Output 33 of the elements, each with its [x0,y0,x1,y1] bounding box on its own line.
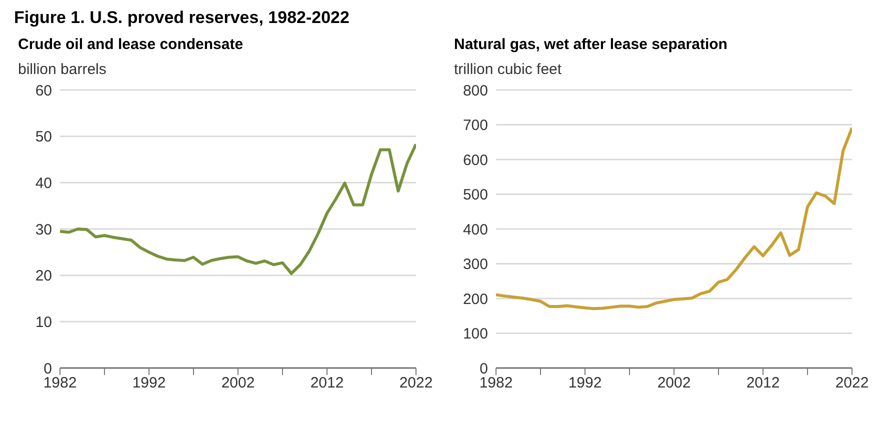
x-tick-label: 2002 [657,374,691,392]
y-axis-title: trillion cubic feet [454,61,563,78]
y-tick-label: 600 [462,152,488,169]
x-tick-label: 2002 [221,374,255,392]
chart-subtitle: Crude oil and lease condensate [18,36,244,53]
y-tick-label: 700 [462,117,488,134]
y-tick-label: 30 [35,221,52,238]
y-tick-label: 60 [35,82,52,100]
y-tick-label: 300 [462,256,488,274]
y-tick-label: 40 [35,174,52,192]
line-series [496,126,852,310]
x-tick-label: 1982 [479,374,513,392]
y-tick-label: 20 [35,268,52,285]
x-tick-label: 2012 [746,374,780,392]
y-tick-label: 0 [44,360,52,378]
x-tick-label: 2012 [310,374,344,392]
y-tick-label: 400 [462,221,488,238]
y-axis-title: billion barrels [18,61,108,78]
line-series [60,142,416,275]
x-tick-label: 2022 [399,374,433,392]
y-tick-label: 100 [462,326,488,343]
y-tick-label: 0 [480,360,488,378]
x-tick-label: 1992 [132,374,166,392]
y-tick-label: 50 [35,128,52,146]
x-tick-label: 2022 [835,374,869,392]
y-tick-label: 800 [462,82,488,100]
x-tick-label: 1982 [43,374,77,392]
chart-title: Figure 1. U.S. proved reserves, 1982-2022 [14,8,350,28]
y-tick-label: 200 [462,290,488,308]
y-tick-label: 10 [35,314,52,331]
x-tick-label: 1992 [568,374,602,392]
chart-subtitle: Natural gas, wet after lease separation [454,36,728,53]
y-tick-label: 500 [462,186,488,204]
